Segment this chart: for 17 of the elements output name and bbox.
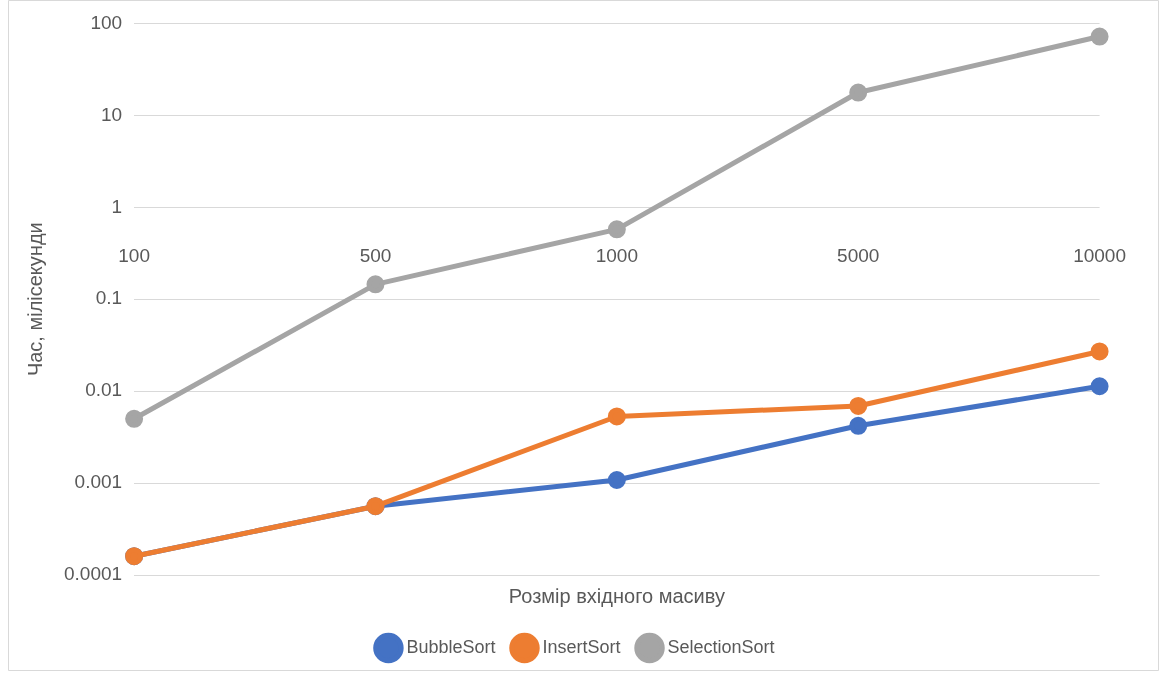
y-axis-title: Час, мілісекунди xyxy=(23,222,46,377)
legend-label: InsertSort xyxy=(542,636,621,657)
legend-label: SelectionSort xyxy=(667,636,775,657)
x-tick-label: 100 xyxy=(118,244,150,266)
y-tick-label: 10 xyxy=(100,103,123,125)
y-tick-label: 0.01 xyxy=(85,379,123,401)
x-tick-label: 1000 xyxy=(595,244,638,266)
x-tick-label: 5000 xyxy=(837,244,880,266)
y-tick-label: 100 xyxy=(90,11,123,33)
y-tick-label: 0.0001 xyxy=(63,563,123,585)
y-tick-label: 0.001 xyxy=(74,471,123,493)
y-tick-label: 1 xyxy=(111,195,123,217)
x-axis-title: Розмір вхідного масиву xyxy=(508,584,725,607)
x-tick-label: 10000 xyxy=(1073,244,1126,266)
x-tick-label: 500 xyxy=(359,244,392,266)
legend-label: BubbleSort xyxy=(406,636,496,657)
y-tick-label: 0.1 xyxy=(95,287,123,309)
